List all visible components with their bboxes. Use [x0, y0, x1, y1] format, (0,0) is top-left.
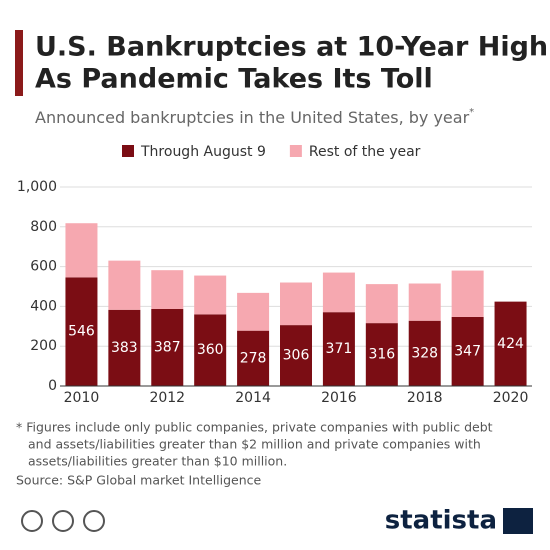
- bar-segment: [322, 312, 355, 386]
- bar-segment: [494, 301, 527, 386]
- brand: statista: [385, 506, 497, 536]
- nd-icon: [83, 510, 105, 532]
- x-tick-label: 2012: [149, 390, 185, 406]
- data-label: 306: [283, 348, 310, 364]
- data-label: 371: [326, 341, 353, 357]
- data-label: 347: [454, 343, 481, 359]
- brand-icon: [503, 508, 533, 534]
- data-label: 424: [497, 336, 524, 352]
- legend-label: Rest of the year: [309, 144, 421, 160]
- bar-segment: [151, 270, 184, 309]
- bar-segment: [108, 260, 141, 310]
- bar-segment: [408, 320, 441, 386]
- bar-segment: [65, 223, 98, 278]
- subtitle-text: Announced bankruptcies in the United Sta…: [35, 108, 470, 127]
- bar-segment: [365, 284, 398, 324]
- x-tick-label: 2020: [493, 390, 529, 406]
- x-tick-label: 2014: [235, 390, 271, 406]
- footnote: and assets/liabilities greater than $2 m…: [28, 437, 481, 452]
- bar-segment: [280, 325, 312, 386]
- bar-segment: [194, 275, 227, 315]
- title-accent: [15, 30, 23, 96]
- bar-segment: [280, 282, 312, 326]
- chart-title: As Pandemic Takes Its Toll: [35, 64, 433, 95]
- y-tick-label: 600: [30, 259, 57, 275]
- footer: [21, 508, 533, 534]
- data-label: 328: [411, 345, 438, 361]
- data-label: 316: [368, 347, 395, 363]
- bar-segment: [237, 330, 270, 386]
- bar-segment: [151, 308, 184, 386]
- legend-label: Through August 9: [140, 144, 266, 160]
- bar-segment: [322, 272, 355, 313]
- y-tick-label: 400: [30, 298, 57, 314]
- bar-segment: [451, 270, 484, 317]
- bar-segment: [237, 292, 270, 331]
- bar-segment: [65, 277, 98, 386]
- source: Source: S&P Global market Intelligence: [16, 473, 262, 488]
- footnote: assets/liabilities greater than $10 mill…: [28, 454, 287, 469]
- bar-segment: [408, 283, 441, 321]
- y-tick-label: 1,000: [17, 179, 57, 195]
- cc-icon: [21, 510, 43, 532]
- x-tick-label: 2010: [64, 390, 100, 406]
- data-label: 278: [240, 350, 267, 366]
- subtitle-mark: *: [469, 107, 474, 118]
- data-label: 360: [197, 342, 224, 358]
- x-tick-label: 2016: [321, 390, 357, 406]
- bar-segment: [108, 309, 141, 386]
- data-label: 546: [68, 324, 95, 340]
- bar-segment: [451, 316, 484, 386]
- subtitle: Announced bankruptcies in the United Sta…: [35, 107, 474, 127]
- chart-title: U.S. Bankruptcies at 10-Year High: [35, 32, 548, 63]
- x-tick-label: 2018: [407, 390, 443, 406]
- data-label: 383: [111, 340, 138, 356]
- bar-segment: [365, 323, 398, 386]
- legend-swatch: [289, 145, 302, 157]
- by-icon: [52, 510, 74, 532]
- bar-segment: [194, 314, 227, 386]
- data-label: 387: [154, 339, 181, 355]
- footnote: * Figures include only public companies,…: [16, 420, 493, 435]
- legend-swatch: [122, 145, 134, 157]
- y-tick-label: 200: [30, 338, 57, 354]
- y-tick-label: 0: [48, 378, 57, 394]
- y-tick-label: 800: [30, 219, 57, 235]
